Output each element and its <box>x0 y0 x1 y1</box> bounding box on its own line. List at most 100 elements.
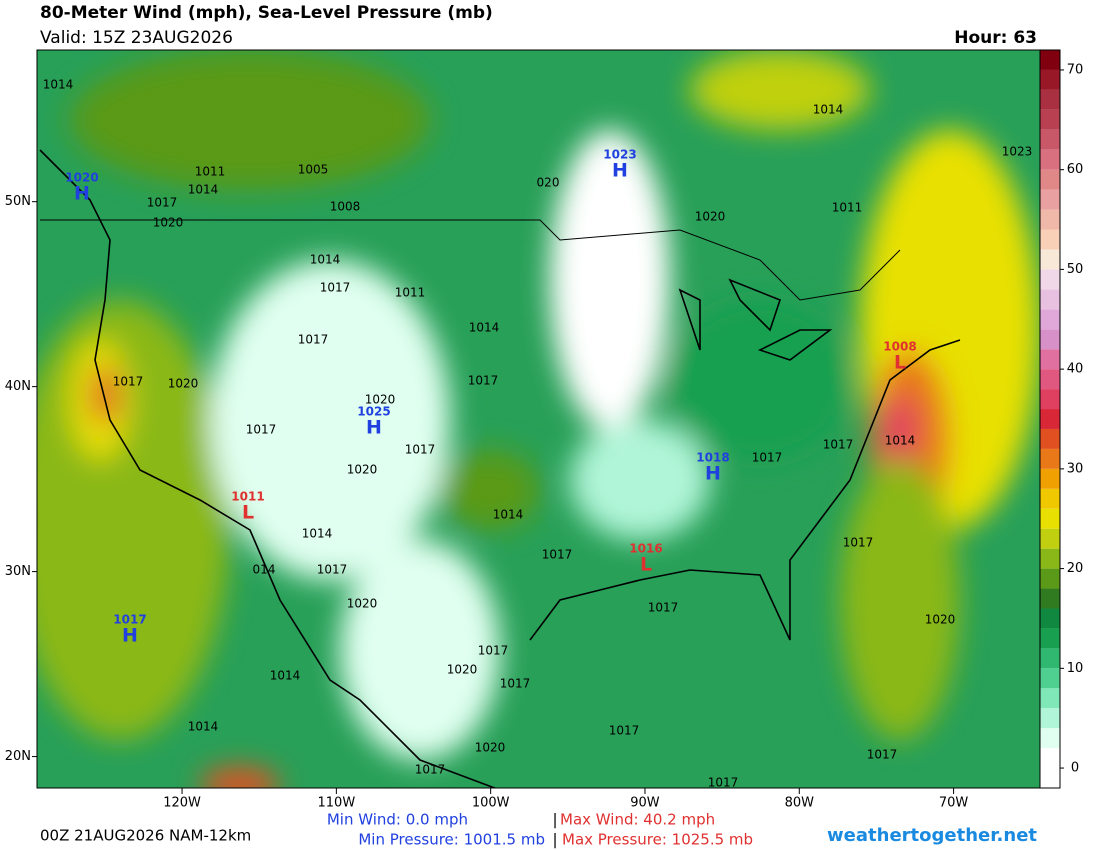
isobar-label: 1014 <box>302 527 333 541</box>
colorbar-band <box>1040 628 1060 649</box>
colorbar-tick-label: 20 <box>1067 561 1084 576</box>
colorbar-band <box>1040 728 1060 749</box>
center-value: 1008 <box>883 340 916 354</box>
colorbar-band <box>1040 189 1060 210</box>
center-value: 1017 <box>113 613 146 627</box>
isobar-label: 1017 <box>298 333 329 347</box>
center-letter: H <box>74 183 90 205</box>
isobar-label: 1011 <box>195 165 226 179</box>
isobar-label: 1020 <box>925 613 956 627</box>
colorbar-tick-label: 50 <box>1067 262 1084 277</box>
x-tick-label: 120W <box>163 796 201 811</box>
center-value: 1020 <box>65 171 98 185</box>
isobar-label: 1017 <box>823 438 854 452</box>
isobar-label: 1017 <box>478 644 509 658</box>
center-value: 1023 <box>603 148 636 162</box>
isobar-label: 1017 <box>317 563 348 577</box>
isobar-label: 020 <box>537 176 560 190</box>
isobar-label: 1011 <box>832 201 863 215</box>
isobar-label: 1020 <box>347 463 378 477</box>
isobar-label: 1017 <box>708 776 739 790</box>
isobar-label: 1017 <box>320 281 351 295</box>
separator: | <box>552 831 557 849</box>
y-tick-label: 20N <box>5 749 31 764</box>
colorbar-band <box>1040 668 1060 689</box>
colorbar-band <box>1040 608 1060 629</box>
colorbar-band <box>1040 329 1060 350</box>
colorbar-tick-label: 0 <box>1071 761 1079 776</box>
colorbar-tick-label: 60 <box>1067 162 1084 177</box>
valid-time: Valid: 15Z 23AUG2026 <box>40 28 233 48</box>
center-value: 1018 <box>696 451 729 465</box>
isobar-label: 1017 <box>500 677 531 691</box>
separator: | <box>552 811 557 829</box>
isobar-label: 1014 <box>493 508 524 522</box>
colorbar-band <box>1040 488 1060 509</box>
isobar-label: 1020 <box>365 393 396 407</box>
y-tick-label: 30N <box>5 564 31 579</box>
colorbar-band <box>1040 568 1060 589</box>
isobar-label: 1017 <box>542 548 573 562</box>
colorbar-band <box>1040 548 1060 569</box>
colorbar-band <box>1040 428 1060 449</box>
colorbar-band <box>1040 69 1060 90</box>
max-wind: Max Wind: 40.2 mph <box>560 811 715 829</box>
colorbar-band <box>1040 508 1060 529</box>
isobar-label: 1011 <box>395 286 426 300</box>
max-pressure: Max Pressure: 1025.5 mb <box>562 831 753 849</box>
forecast-hour: Hour: 63 <box>954 28 1037 48</box>
x-tick-label: 80W <box>785 796 815 811</box>
colorbar-band <box>1040 389 1060 410</box>
colorbar-band <box>1040 409 1060 429</box>
colorbar-band <box>1040 768 1060 788</box>
colorbar-band <box>1040 349 1060 370</box>
colorbar-band <box>1040 50 1060 70</box>
model-run: 00Z 21AUG2026 NAM-12km <box>40 827 251 845</box>
isobar-label: 1017 <box>867 748 898 762</box>
center-letter: L <box>640 554 652 576</box>
isobar-label: 1017 <box>415 763 446 777</box>
colorbar-band <box>1040 89 1060 110</box>
center-letter: H <box>122 625 138 647</box>
colorbar-band <box>1040 249 1060 270</box>
center-letter: H <box>366 417 382 439</box>
isobar-label: 1014 <box>270 669 301 683</box>
isobar-label: 1020 <box>447 663 478 677</box>
center-value: 1025 <box>357 405 390 419</box>
isobar-label: 1005 <box>298 163 329 177</box>
colorbar-tick-label: 40 <box>1067 362 1084 377</box>
colorbar-band <box>1040 209 1060 230</box>
isobar-label: 1020 <box>695 210 726 224</box>
colorbar-band <box>1040 129 1060 150</box>
center-value: 1011 <box>231 490 264 504</box>
great-lakes <box>678 278 833 361</box>
colorbar-band <box>1040 708 1060 729</box>
x-tick-label: 110W <box>318 796 356 811</box>
isobar-label: 1014 <box>188 183 219 197</box>
isobar-label: 1023 <box>1002 145 1033 159</box>
colorbar-tick-label: 30 <box>1067 461 1084 476</box>
isobar-label: 1020 <box>475 741 506 755</box>
colorbar-band <box>1040 528 1060 549</box>
isobar-label: 014 <box>253 563 276 577</box>
colorbar-band <box>1040 688 1060 709</box>
isobar-label: 1017 <box>468 374 499 388</box>
colorbar-band <box>1040 748 1060 769</box>
site: weathertogether.net <box>827 825 1037 846</box>
min-wind: Min Wind: 0.0 mph <box>327 811 468 829</box>
coastlines <box>39 149 961 788</box>
min-pressure: Min Pressure: 1001.5 mb <box>358 831 545 849</box>
x-tick-label: 90W <box>630 796 660 811</box>
colorbar-band <box>1040 369 1060 390</box>
isobar-label: 1017 <box>609 724 640 738</box>
isobar-label: 1014 <box>310 253 341 267</box>
center-letter: L <box>242 502 254 524</box>
border <box>40 219 901 301</box>
colorbar-tick-label: 10 <box>1067 661 1084 676</box>
isobar-label: 1014 <box>469 321 500 335</box>
center-letter: L <box>894 352 906 374</box>
colorbar-band <box>1040 169 1060 190</box>
colorbar-band <box>1040 109 1060 130</box>
